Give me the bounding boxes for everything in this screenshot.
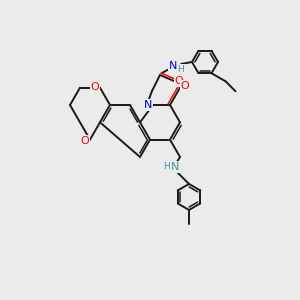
Text: N: N — [144, 100, 152, 110]
Text: N: N — [169, 61, 177, 71]
Text: O: O — [181, 81, 189, 91]
Text: O: O — [81, 136, 89, 146]
Text: N: N — [171, 162, 179, 172]
Text: H: H — [164, 163, 170, 172]
Text: H: H — [178, 64, 184, 74]
Text: O: O — [91, 82, 99, 92]
Text: O: O — [175, 76, 183, 86]
